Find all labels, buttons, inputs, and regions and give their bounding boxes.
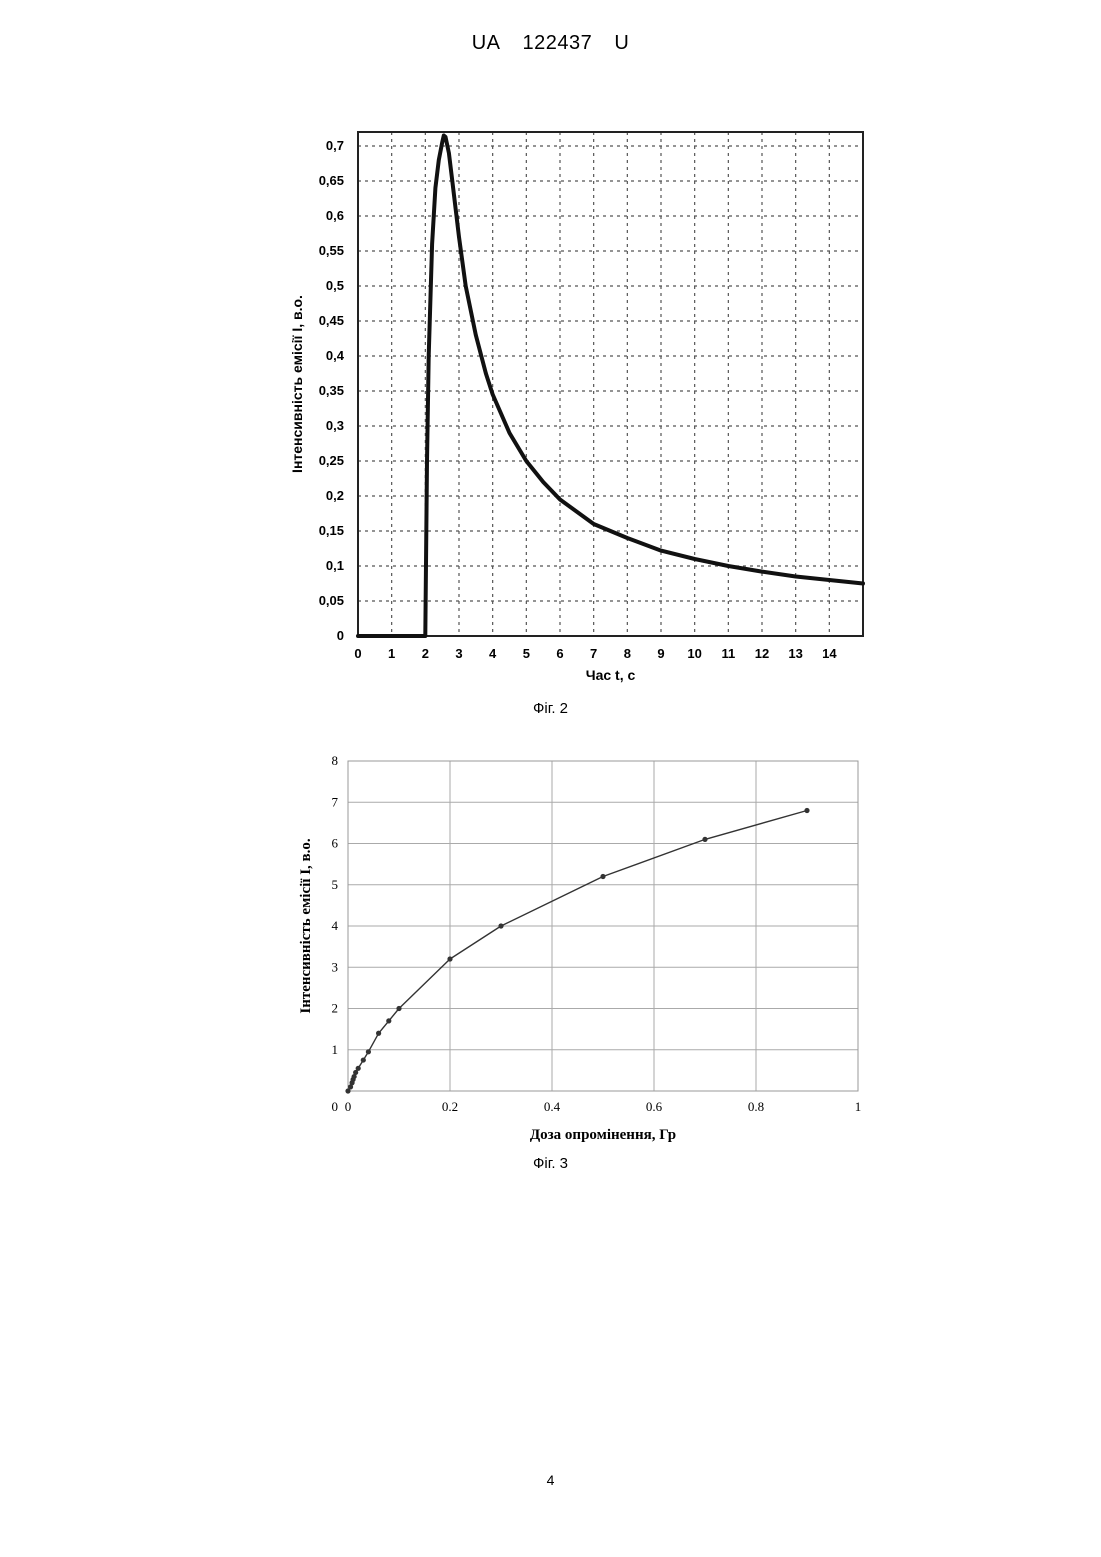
y-axis-label: Інтенсивність емісії І, в.о.	[289, 295, 305, 473]
x-tick-label: 6	[556, 646, 563, 661]
data-point	[396, 1006, 401, 1011]
x-tick-label: 0.8	[748, 1099, 764, 1114]
figure-3-chart: 0 0.2 0.4 0.6 0.8 1 1 2 3 4 5 6 7 8 0 Доза опромінення,…	[280, 748, 880, 1160]
patent-header: UA 122437 U	[0, 32, 1101, 55]
y-tick-label: 0,7	[326, 138, 344, 153]
data-point	[600, 874, 605, 879]
data-point	[376, 1031, 381, 1036]
y-axis-label: Інтенсивність емісії І, в.о.	[298, 838, 314, 1014]
x-tick-label: 13	[788, 646, 802, 661]
y-tick-label: 0,35	[319, 383, 344, 398]
x-tick-label: 0.4	[544, 1099, 561, 1114]
y-tick-label: 2	[332, 1001, 339, 1016]
x-tick-label: 0	[345, 1099, 352, 1114]
y-tick-label: 6	[332, 836, 339, 851]
y-tick-label: 0,25	[319, 453, 344, 468]
data-point	[366, 1049, 371, 1054]
figure-2-caption: Фіг. 2	[0, 700, 1101, 717]
x-tick-label: 0.2	[442, 1099, 458, 1114]
x-tick-label: 11	[721, 646, 735, 661]
figure-2-chart: 0123456789101112131400,050,10,150,20,250…	[280, 120, 880, 700]
y-tick-label: 0,55	[319, 243, 344, 258]
y-tick-label: 0,4	[326, 348, 345, 363]
y-tick-label: 0,2	[326, 488, 344, 503]
x-tick-label: 8	[624, 646, 631, 661]
data-point	[356, 1066, 361, 1071]
data-point	[498, 923, 503, 928]
x-tick-label: 7	[590, 646, 597, 661]
x-tick-label: 2	[422, 646, 429, 661]
y-tick-label: 5	[332, 877, 339, 892]
page-number: 4	[0, 1472, 1101, 1488]
series-line	[358, 136, 863, 637]
y-tick-label: 0,15	[319, 523, 344, 538]
x-tick-label: 5	[523, 646, 530, 661]
y-tick-label: 0,3	[326, 418, 344, 433]
series-line	[348, 811, 807, 1092]
y-tick-label: 4	[332, 918, 339, 933]
patent-kind: U	[614, 32, 629, 54]
x-tick-label: 0.6	[646, 1099, 663, 1114]
y-tick-label: 1	[332, 1042, 339, 1057]
x-axis-label: Доза опромінення, Гр	[530, 1127, 676, 1143]
data-point	[386, 1018, 391, 1023]
y-tick-label: 0,45	[319, 313, 344, 328]
y-tick-label: 0,5	[326, 278, 344, 293]
x-tick-label: 10	[687, 646, 701, 661]
y-tick-label: 0,65	[319, 173, 344, 188]
y-tick-label: 0,6	[326, 208, 344, 223]
x-tick-label: 0	[354, 646, 361, 661]
data-point	[447, 956, 452, 961]
x-tick-label: 14	[822, 646, 837, 661]
patent-number: 122437	[523, 32, 593, 54]
y-tick-label: 7	[332, 794, 339, 809]
x-tick-label: 9	[657, 646, 664, 661]
data-point	[361, 1057, 366, 1062]
y-tick-label: 8	[332, 753, 339, 768]
data-point	[702, 837, 707, 842]
y-tick-label: 0,1	[326, 558, 344, 573]
y-tick-label: 3	[332, 959, 339, 974]
x-tick-label: 1	[855, 1099, 862, 1114]
x-tick-label: 12	[755, 646, 769, 661]
patent-country: UA	[472, 32, 501, 54]
figure-3-caption: Фіг. 3	[0, 1155, 1101, 1172]
x-tick-label: 4	[489, 646, 497, 661]
x-axis-label: Час t, с	[586, 667, 636, 683]
y-tick-label: 0	[337, 628, 344, 643]
data-point	[804, 808, 809, 813]
x-tick-label: 1	[388, 646, 395, 661]
y-tick-label: 0,05	[319, 593, 344, 608]
origin-tick-label: 0	[332, 1099, 339, 1114]
x-tick-label: 3	[455, 646, 462, 661]
